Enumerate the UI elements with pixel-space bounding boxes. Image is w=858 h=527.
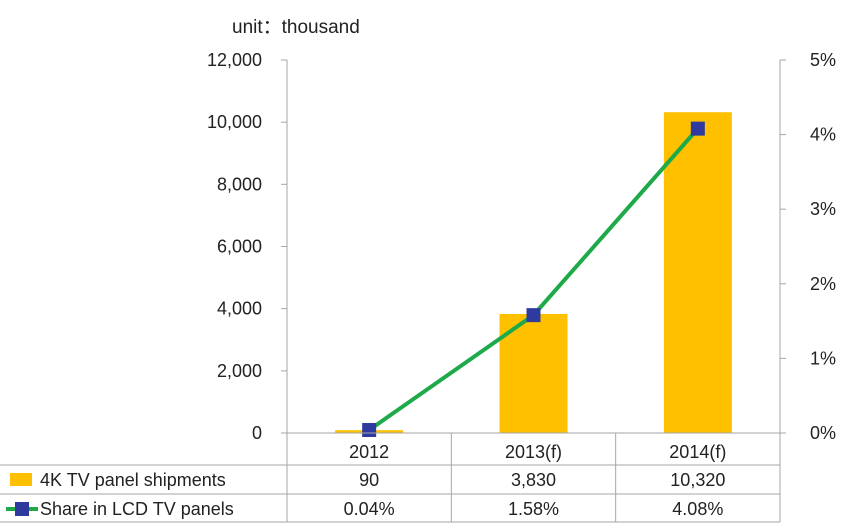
right-tick-label: 4%: [810, 125, 836, 145]
line-marker: [362, 423, 377, 438]
left-tick-label: 2,000: [217, 361, 262, 381]
table-cell: 10,320: [670, 470, 725, 490]
table-cell: 90: [359, 470, 379, 490]
bar: [663, 112, 732, 433]
left-tick-label: 4,000: [217, 299, 262, 319]
data-table: 4K TV panel shipments Share in LCD TV pan…: [0, 433, 781, 523]
bar-series: [335, 112, 732, 433]
left-tick-label: 12,000: [207, 50, 262, 70]
line-series: [362, 121, 705, 438]
right-tick-label: 5%: [810, 50, 836, 70]
legend-marker-key: [15, 502, 29, 516]
unit-label: unit：thousand: [232, 17, 360, 38]
table-cell: 0.04%: [344, 499, 395, 519]
table-cell: 4.08%: [672, 499, 723, 519]
table-cell: 1.58%: [508, 499, 559, 519]
left-tick-label: 10,000: [207, 112, 262, 132]
left-tick-label: 8,000: [217, 174, 262, 194]
left-axis-ticks: 0 2,000 4,000 6,000 8,000 10,000 12,000: [207, 50, 287, 443]
category-label: 2012: [349, 442, 389, 462]
line-marker: [526, 308, 541, 323]
legend-bar-label: 4K TV panel shipments: [40, 470, 226, 490]
line-marker: [690, 121, 705, 136]
category-label: 2013(f): [505, 442, 562, 462]
left-tick-label: 6,000: [217, 237, 262, 257]
right-tick-label: 3%: [810, 199, 836, 219]
right-tick-label: 2%: [810, 274, 836, 294]
category-label: 2014(f): [669, 442, 726, 462]
legend-bar-key: [10, 473, 32, 486]
axes: 2012 2013(f) 2014(f): [286, 60, 781, 462]
right-tick-label: 0%: [810, 423, 836, 443]
bar: [499, 313, 568, 433]
left-tick-label: 0: [252, 423, 262, 443]
legend-line-label: Share in LCD TV panels: [40, 499, 234, 519]
right-axis-ticks: 0% 1% 2% 3% 4% 5%: [780, 50, 836, 443]
table-cell: 3,830: [511, 470, 556, 490]
right-tick-label: 1%: [810, 348, 836, 368]
